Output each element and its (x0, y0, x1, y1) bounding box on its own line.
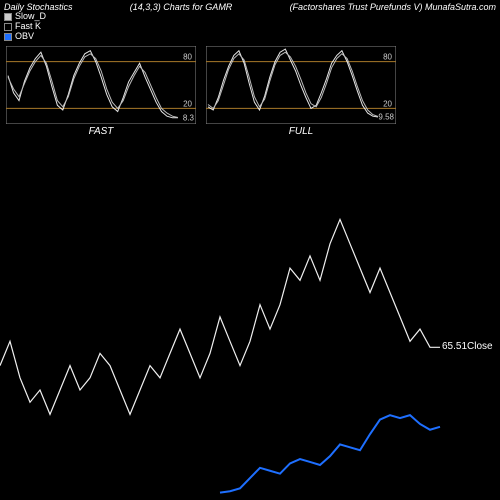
mini-chart-fast-svg: 20 80 8.3 (6, 46, 196, 124)
svg-text:20: 20 (383, 99, 392, 108)
legend-item-slowd: Slow_D (4, 12, 500, 22)
main-chart: 65.51Close (0, 175, 500, 500)
main-chart-svg (0, 175, 500, 500)
close-label: 65.51Close (442, 341, 493, 352)
mini-chart-full-svg: 20 80 9.58 (206, 46, 396, 124)
svg-text:80: 80 (183, 52, 192, 61)
legend-item-obv: OBV (4, 32, 500, 42)
svg-text:20: 20 (183, 99, 192, 108)
header-title-right: (Factorshares Trust Purefunds V) MunafaS… (290, 2, 496, 12)
svg-text:9.58: 9.58 (378, 112, 394, 121)
mini-chart-fast-title: FAST (6, 126, 196, 137)
legend-swatch-slowd (4, 13, 12, 21)
header-title-mid: (14,3,3) Charts for GAMR (130, 2, 233, 12)
legend-swatch-obv (4, 33, 12, 41)
svg-text:80: 80 (383, 52, 392, 61)
mini-chart-full: 20 80 9.58 FULL (206, 46, 396, 137)
legend: Slow_D Fast K OBV (0, 12, 500, 42)
legend-item-fastk: Fast K (4, 22, 500, 32)
mini-chart-fast: 20 80 8.3 FAST (6, 46, 196, 137)
svg-text:8.3: 8.3 (183, 113, 195, 122)
legend-swatch-fastk (4, 23, 12, 31)
legend-label-obv: OBV (15, 32, 34, 42)
mini-chart-full-title: FULL (206, 126, 396, 137)
mini-charts-row: 20 80 8.3 FAST 20 80 9.58 FULL (0, 42, 500, 137)
header: Daily Stochastics (14,3,3) Charts for GA… (0, 0, 500, 12)
